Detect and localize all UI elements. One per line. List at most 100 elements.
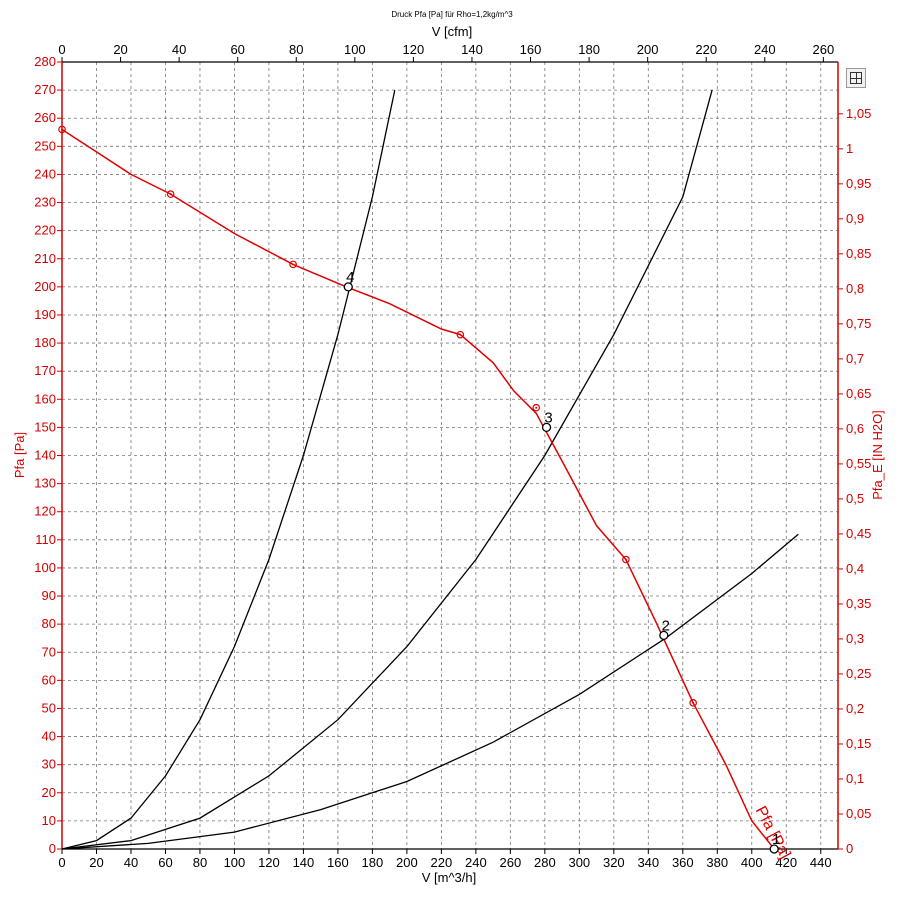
y2-tick-label: 0,35 <box>846 596 871 611</box>
x-tick-label: 20 <box>89 855 103 870</box>
x-tick-label: 240 <box>465 855 487 870</box>
x2-tick-label: 40 <box>172 42 186 57</box>
y2-tick-label: 0,55 <box>846 456 871 471</box>
y2-tick-label: 0,4 <box>846 561 864 576</box>
x2-tick-label: 60 <box>230 42 244 57</box>
fan-curve-marker-dot <box>535 406 538 409</box>
y-tick-label: 120 <box>34 504 56 519</box>
y-tick-label: 40 <box>42 729 56 744</box>
y-tick-label: 230 <box>34 195 56 210</box>
system-curve-1 <box>61 89 396 850</box>
y-tick-label: 0 <box>49 841 56 856</box>
grid <box>62 62 838 849</box>
y-tick-label: 30 <box>42 757 56 772</box>
y-tick-label: 70 <box>42 644 56 659</box>
system-curve-2 <box>61 89 713 850</box>
fan-curve-marker <box>456 330 465 339</box>
print-button[interactable] <box>846 68 866 88</box>
y2-tick-label: 0,75 <box>846 316 871 331</box>
y2-axis-title: Pfa_E [IN H2O] <box>870 410 885 500</box>
x-axis-title: V [m^3/h] <box>422 870 477 885</box>
x2-tick-label: 240 <box>754 42 776 57</box>
fan-curve-marker-dot <box>292 263 295 266</box>
operating-point-label-2: 2 <box>662 617 670 634</box>
operating-point-2 <box>659 630 669 641</box>
y-tick-label: 90 <box>42 588 56 603</box>
x2-tick-label: 220 <box>695 42 717 57</box>
fan-curve-marker-dot <box>692 701 695 704</box>
y2-tick-label: 0,8 <box>846 281 864 296</box>
x2-tick-label: 120 <box>403 42 425 57</box>
operating-point-1 <box>769 844 779 854</box>
y-tick-label: 270 <box>34 82 56 97</box>
x-tick-label: 0 <box>58 855 65 870</box>
x-tick-label: 160 <box>327 855 349 870</box>
y-tick-label: 50 <box>42 700 56 715</box>
y2-tick-label: 0,7 <box>846 351 864 366</box>
fan-curve-marker <box>689 699 697 707</box>
x-tick-label: 380 <box>706 855 728 870</box>
x-tick-label: 280 <box>534 855 556 870</box>
y2-tick-label: 0,65 <box>846 386 871 401</box>
y2-tick-label: 0,15 <box>846 736 871 751</box>
x-tick-label: 80 <box>193 855 207 870</box>
fan-curve-marker <box>166 190 175 198</box>
fan-curve <box>61 128 775 850</box>
x-tick-label: 220 <box>431 855 453 870</box>
y-tick-label: 110 <box>35 532 56 547</box>
y2-tick-label: 0,1 <box>846 771 864 786</box>
x-tick-label: 340 <box>637 855 659 870</box>
x-tick-label: 180 <box>362 855 384 870</box>
y2-tick-label: 0,05 <box>846 806 871 821</box>
y-tick-label: 160 <box>34 391 56 406</box>
y2-tick-label: 0,25 <box>846 666 871 681</box>
y-tick-label: 80 <box>42 616 56 631</box>
y-tick-label: 200 <box>34 279 56 294</box>
y-tick-label: 220 <box>34 223 56 238</box>
fan-curve-marker-dot <box>169 193 172 196</box>
y2-tick-label: 0,5 <box>846 491 864 506</box>
y-tick-label: 180 <box>34 335 56 350</box>
x2-axis-title: V [cfm] <box>432 24 472 39</box>
operating-point-label-4: 4 <box>346 269 354 286</box>
axes: 0 20 40 60 80 100 120 140 160 180 200 220 240 260 280 3… <box>34 42 871 870</box>
fan-curve-marker-dot <box>61 128 63 131</box>
x-tick-label: 40 <box>124 855 138 870</box>
x-tick-label: 260 <box>500 855 522 870</box>
x2-tick-label: 140 <box>461 42 483 57</box>
fan-curve-marker <box>289 260 297 269</box>
x2-tick-label: 100 <box>344 42 366 57</box>
y-tick-label: 100 <box>34 560 56 575</box>
y-axis-title: Pfa [Pa] <box>12 432 27 478</box>
operating-point-label-3: 3 <box>544 409 552 426</box>
y-tick-label: 250 <box>34 138 56 153</box>
y2-tick-label: 0,6 <box>846 421 864 436</box>
y2-tick-label: 0,95 <box>846 176 871 191</box>
y-tick-label: 60 <box>42 672 56 687</box>
y-tick-label: 20 <box>42 785 56 800</box>
y-tick-label: 190 <box>34 307 56 322</box>
y-tick-label: 210 <box>34 251 56 266</box>
y-tick-label: 150 <box>34 419 56 434</box>
x-tick-label: 360 <box>672 855 694 870</box>
x-tick-label: 300 <box>568 855 590 870</box>
x2-tick-label: 180 <box>578 42 600 57</box>
fan-curve-marker <box>58 125 66 134</box>
x2-tick-label: 260 <box>813 42 835 57</box>
y2-tick-label: 0,9 <box>846 211 864 226</box>
y-tick-label: 280 <box>34 54 56 69</box>
x2-tick-label: 80 <box>289 42 303 57</box>
x-tick-label: 140 <box>293 855 315 870</box>
x-tick-label: 120 <box>258 855 280 870</box>
system-curve-3 <box>61 533 799 850</box>
x2-tick-label: 0 <box>58 42 65 57</box>
y2-tick-label: 0,85 <box>846 246 871 261</box>
y-tick-label: 10 <box>42 813 56 828</box>
curves: Pfa [Pa] <box>58 89 799 862</box>
x-tick-label: 100 <box>224 855 246 870</box>
x2-tick-label: 160 <box>520 42 542 57</box>
y2-tick-label: 1,05 <box>846 106 871 121</box>
y2-tick-label: 0,3 <box>846 631 864 646</box>
print-icon <box>850 72 862 84</box>
